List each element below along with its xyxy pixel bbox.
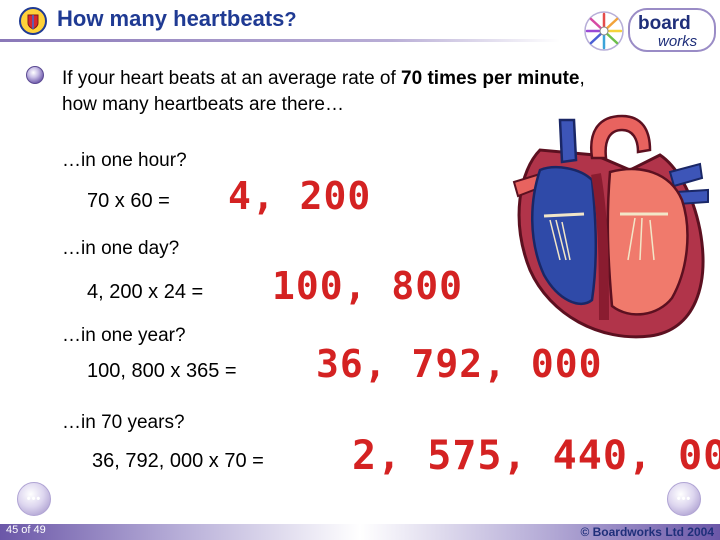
footer-bar [0,524,720,540]
page-title-text: How many heartbeats [57,6,285,31]
previous-button[interactable]: ••• [17,482,51,516]
calc-hour: 70 x 60 = [87,190,170,212]
intro-emphasis: 70 times per minute [401,68,580,89]
intro-after: , how many heartbeats are there… [62,68,585,115]
answer-70-years: 2, 575, 440, 000 [352,433,720,479]
next-icon: ••• [676,493,692,505]
heart-diagram-image [512,114,709,339]
answer-year: 36, 792, 000 [316,342,603,386]
logo-line2: works [658,33,698,50]
question-hour: …in one hour? [62,150,187,171]
copyright-text: © Boardworks Ltd 2004 [580,525,714,539]
question-day: …in one day? [62,238,180,259]
question-year: …in one year? [62,325,186,346]
page-number: 45 of 49 [6,524,46,536]
calc-year: 100, 800 x 365 = [87,360,237,382]
question-70-years: …in 70 years? [62,412,185,433]
page-title-mark: ? [284,9,297,31]
next-button[interactable]: ••• [667,482,701,516]
logo-line1: board [638,13,691,34]
intro-before: If your heart beats at an average rate o… [62,68,402,89]
previous-icon: ••• [26,493,42,505]
calc-70-years: 36, 792, 000 x 70 = [92,450,264,472]
answer-day: 100, 800 [272,264,464,308]
logo-wheel-icon [584,11,624,51]
answer-hour: 4, 200 [228,174,372,218]
calc-day: 4, 200 x 24 = [87,281,204,303]
heart-shield-icon [19,7,47,35]
boardworks-logo: board works [628,8,716,52]
bullet-icon [26,66,44,84]
title-divider [0,39,560,42]
intro-text: If your heart beats at an average rate o… [62,66,602,118]
page-title: How many heartbeats? [57,6,297,32]
